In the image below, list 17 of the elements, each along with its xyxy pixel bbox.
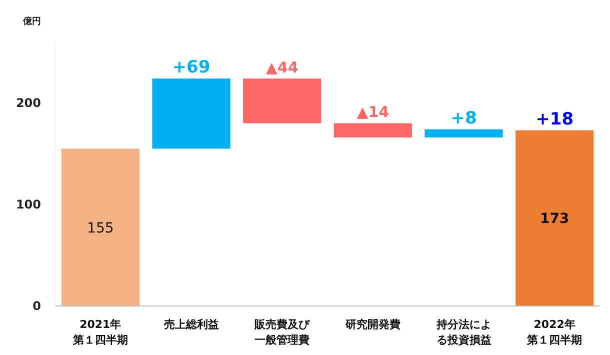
x-tick-label: 持分法による投資損益 bbox=[435, 318, 492, 346]
x-tick-label: 売上総利益 bbox=[164, 318, 219, 331]
x-tick-label: 2021年第１四半期 bbox=[72, 318, 128, 346]
x-tick-label: 2022年第１四半期 bbox=[526, 318, 582, 346]
x-tick-label: 研究開発費 bbox=[344, 318, 400, 331]
y-axis-title: 億円 bbox=[22, 16, 41, 27]
data-label: 173 bbox=[540, 211, 570, 228]
annotation: +18 bbox=[536, 109, 574, 130]
y-tick-label: 0 bbox=[32, 299, 41, 313]
data-label: 155 bbox=[87, 220, 114, 236]
y-tick-label: 100 bbox=[16, 197, 41, 212]
data-label: ▲44 bbox=[266, 58, 298, 77]
data-label: ▲14 bbox=[356, 103, 390, 122]
y-tick-label: 200 bbox=[16, 96, 41, 110]
data-label: +8 bbox=[450, 108, 477, 128]
data-label: +69 bbox=[172, 58, 210, 78]
x-tick-label: 販売費及び一般管理費 bbox=[254, 318, 311, 346]
